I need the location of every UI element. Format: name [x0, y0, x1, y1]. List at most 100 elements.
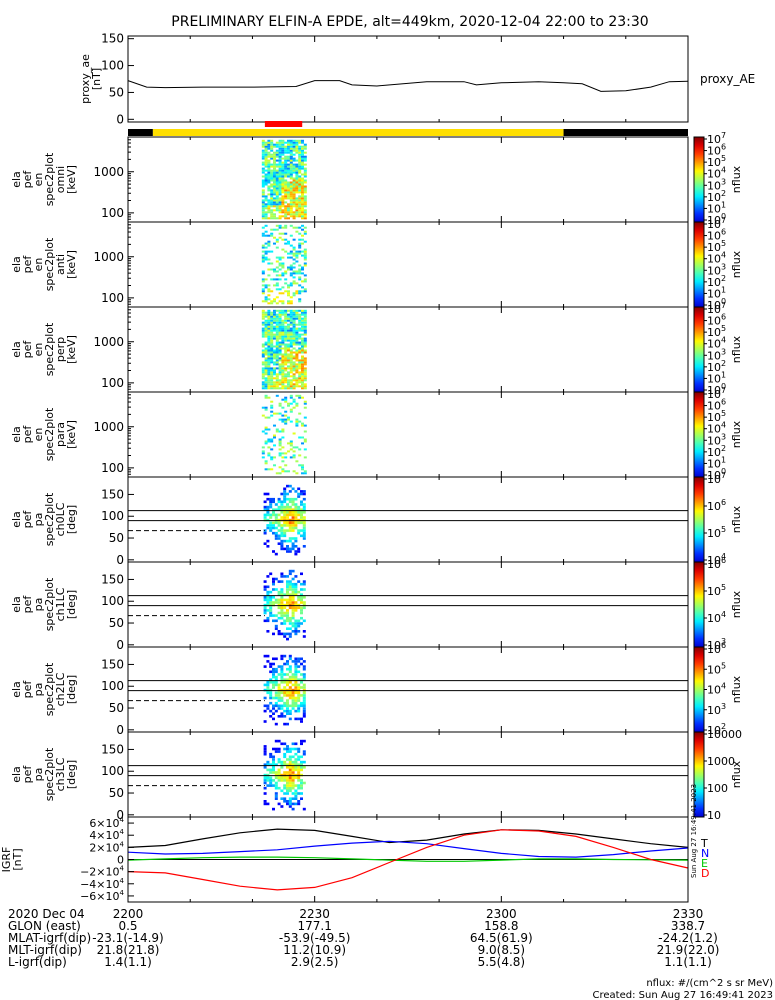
spectrogram-pixel	[264, 250, 268, 253]
spectrogram-pixel	[273, 353, 276, 356]
spectrogram-pixel	[273, 456, 276, 459]
spectrogram-pixel	[292, 179, 296, 182]
time-axis-value: 177.1	[297, 919, 331, 933]
spectrogram-pixel	[284, 359, 288, 362]
spectrogram-pixel	[275, 143, 279, 146]
panel-en_anti: 1001000elapefenspec2plotanti[keV]1001011…	[10, 216, 743, 312]
spectrogram-pixel	[289, 369, 293, 372]
spectrogram-pixel	[301, 215, 304, 218]
pa-pixel	[288, 539, 292, 543]
spectrogram-pixel	[275, 302, 279, 305]
pa-pixel	[294, 619, 298, 623]
spectrogram-pixel	[264, 298, 268, 301]
spectrogram-pixel	[275, 359, 279, 362]
pa-pixel	[280, 712, 284, 715]
spectrogram-pixel	[278, 264, 282, 267]
pa-pixel	[272, 508, 275, 511]
pa-pixel	[291, 766, 295, 769]
spectrogram-pixel	[295, 371, 299, 374]
pa-pixel	[266, 526, 270, 530]
spectrogram-pixel	[275, 240, 279, 243]
spectrogram-pixel	[298, 191, 302, 194]
pa-pixel	[283, 662, 287, 666]
pa-pixel	[274, 691, 278, 695]
spectrogram-pixel	[278, 452, 282, 455]
spectrogram-pixel	[289, 339, 293, 342]
spectrogram-pixel	[267, 284, 271, 287]
spectrogram-pixel	[261, 232, 265, 235]
pa-pixel	[266, 575, 270, 578]
pa-pixel	[297, 511, 301, 514]
pa-pixel	[266, 539, 270, 543]
colorbar-label: nflux	[730, 420, 743, 448]
spectrogram-pixel	[295, 341, 299, 344]
pa-pixel	[300, 588, 303, 591]
spectrogram-pixel	[298, 394, 302, 397]
spectrogram-pixel	[273, 383, 276, 386]
spectrogram-pixel	[289, 268, 293, 271]
spectrogram-pixel	[284, 349, 288, 352]
spectrogram-pixel	[273, 325, 276, 328]
spectrogram-pixel	[267, 242, 271, 245]
spectrogram-pixel	[295, 365, 299, 368]
spectrogram-pixel	[267, 311, 271, 314]
pa-pixel	[286, 678, 289, 681]
spectrogram-pixel	[292, 217, 296, 220]
spectrogram-pixel	[273, 363, 276, 366]
y-tick-label: 0	[116, 808, 124, 822]
spectrogram-pixel	[273, 270, 276, 273]
pa-pixel	[283, 511, 287, 514]
spectrogram-pixel	[289, 163, 293, 166]
spectrogram-pixel	[281, 367, 285, 370]
spectrogram-pixel	[261, 207, 265, 210]
pa-pixel	[286, 681, 289, 684]
spectrogram-pixel	[261, 375, 265, 378]
time-axis-value: 1.1(1.1)	[664, 955, 712, 969]
pa-pixel	[269, 609, 273, 612]
spectrogram-pixel	[275, 187, 279, 190]
spectrogram-pixel	[267, 145, 271, 148]
spectrogram-pixel	[284, 159, 288, 162]
pa-pixel	[266, 505, 270, 509]
pa-pixel	[272, 807, 275, 811]
spectrogram-pixel	[298, 149, 302, 152]
pa-pixel	[302, 696, 306, 700]
spectrogram-pixel	[267, 155, 271, 158]
proxy-ae-line	[127, 80, 689, 92]
spectrogram-pixel	[303, 171, 307, 174]
spectrogram-pixel	[275, 337, 279, 340]
spectrogram-pixel	[287, 375, 290, 378]
pa-pixel	[302, 752, 306, 756]
spectrogram-pixel	[287, 371, 290, 374]
spectrogram-pixel	[295, 272, 299, 275]
spectrogram-pixel	[278, 341, 282, 344]
spectrogram-pixel	[261, 456, 265, 459]
spectrogram-pixel	[275, 377, 279, 380]
spectrogram-pixel	[287, 367, 290, 370]
spectrogram-pixel	[270, 262, 274, 265]
spectrogram-pixel	[292, 266, 296, 269]
pa-pixel	[300, 572, 303, 576]
spectrogram-pixel	[270, 153, 274, 156]
spectrogram-pixel	[303, 400, 307, 403]
spectrogram-pixel	[261, 371, 265, 374]
spectrogram-pixel	[295, 369, 299, 372]
pa-pixel	[294, 575, 298, 578]
spectrogram-pixel	[273, 337, 276, 340]
spectrogram-pixel	[287, 323, 290, 326]
pa-pixel	[283, 495, 287, 498]
spectrogram-pixel	[301, 472, 304, 475]
spectrogram-pixel	[267, 175, 271, 178]
spectrogram-pixel	[295, 250, 299, 253]
spectrogram-pixel	[261, 292, 265, 295]
pa-pixel	[288, 572, 292, 576]
spectrogram-pixel	[287, 181, 290, 184]
spectrogram-pixel	[303, 189, 307, 192]
spectrogram-pixel	[303, 167, 307, 170]
spectrogram-pixel	[303, 438, 307, 441]
pa-pixel	[272, 696, 275, 700]
colorbar-tick-label: 1000	[707, 755, 735, 768]
spectrogram-pixel	[270, 404, 274, 407]
spectrogram-pixel	[267, 387, 271, 390]
pa-pixel	[280, 575, 284, 578]
